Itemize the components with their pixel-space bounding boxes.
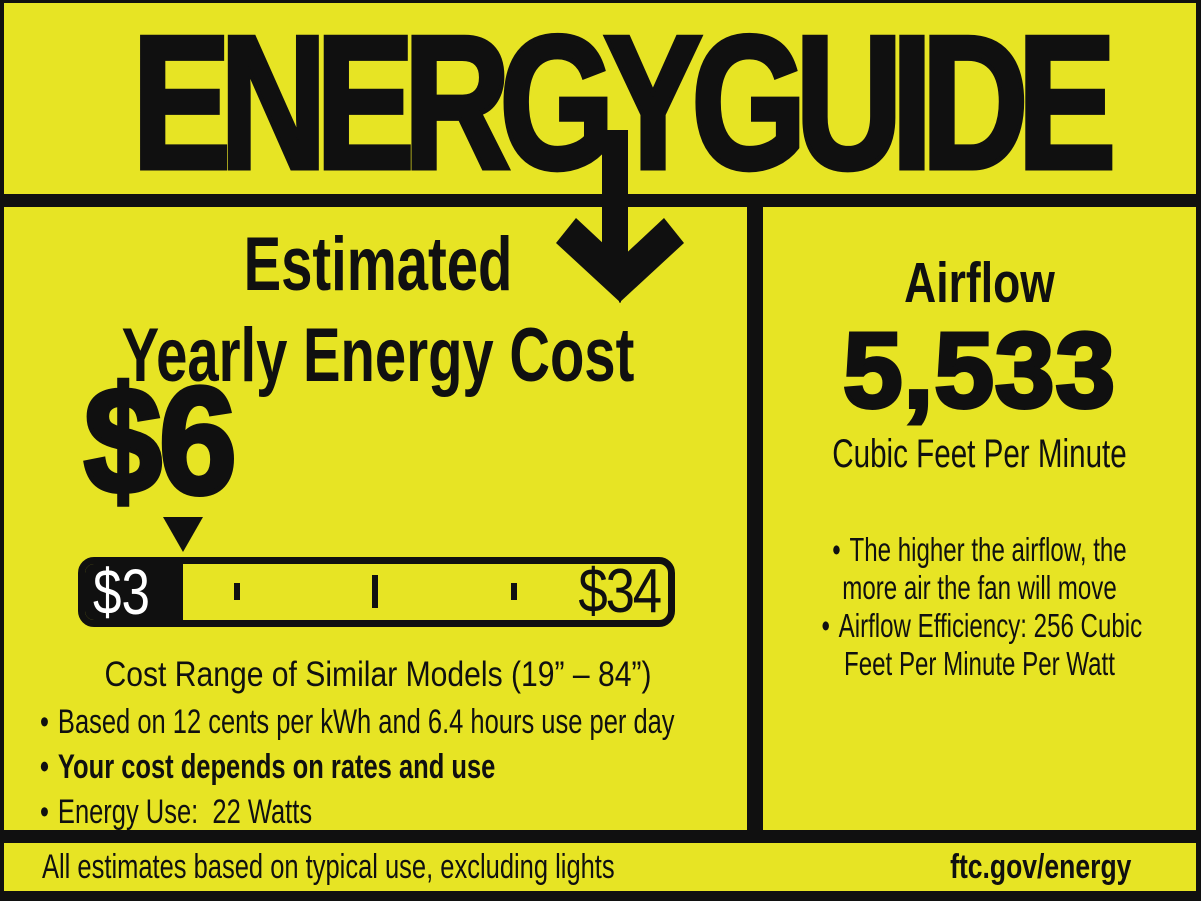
list-item: • The higher the airflow, the more air th… (821, 531, 1137, 607)
estimated-cost-heading: Estimated Yearly Energy Cost (98, 219, 657, 401)
bullet-icon: • (40, 793, 49, 831)
bullet-icon: • (832, 531, 841, 568)
airflow-heading: Airflow (904, 251, 1055, 315)
scale-tick (372, 575, 378, 608)
note-line: Feet Per Minute Per Watt (844, 645, 1115, 682)
list-item: • Based on 12 cents per kWh and 6.4 hours… (40, 700, 675, 745)
scale-tick (511, 583, 517, 600)
bullet-icon: • (40, 748, 49, 786)
note-line: • The higher the airflow, the (821, 531, 1137, 569)
yearly-cost-value: $6 (82, 356, 239, 526)
panel-divider (747, 206, 763, 830)
airflow-value: 5,533 (841, 310, 1117, 430)
list-item: • Airflow Efficiency: 256 Cubic Feet Per … (821, 607, 1142, 683)
header-divider (0, 194, 1201, 207)
note-text: Your cost depends on rates and use (57, 748, 496, 786)
bullet-icon: • (40, 703, 49, 741)
cost-pointer-icon (163, 517, 203, 552)
cost-range-scale: $3 $34 (78, 557, 675, 627)
note-text: Based on 12 cents per kWh and 6.4 hours … (57, 703, 675, 741)
note-text: Airflow Efficiency: 256 Cubic (838, 607, 1143, 644)
cost-range-caption: Cost Range of Similar Models (19” – 84”) (104, 655, 652, 694)
airflow-panel: Airflow 5,533 Cubic Feet Per Minute • The… (763, 206, 1196, 830)
footer: All estimates based on typical use, excl… (0, 843, 1201, 891)
airflow-unit: Cubic Feet Per Minute (832, 432, 1127, 476)
down-arrow-icon (556, 130, 684, 303)
scale-filled-segment: $3 (85, 564, 183, 620)
footer-note: All estimates based on typical use, excl… (42, 847, 615, 886)
cost-notes-list: • Based on 12 cents per kWh and 6.4 hours… (40, 700, 750, 835)
note-text: Energy Use: 22 Watts (57, 793, 313, 831)
list-item: • Your cost depends on rates and use (40, 745, 573, 790)
note-text: The higher the airflow, the (849, 531, 1127, 568)
scale-tick (234, 583, 240, 600)
heading-line-2: Yearly Energy Cost (121, 313, 635, 398)
footer-divider (0, 830, 1201, 843)
note-line: more air the fan will move (842, 569, 1117, 606)
bullet-icon: • (821, 607, 830, 644)
scale-min-label: $3 (93, 557, 150, 627)
scale-max-label: $34 (578, 557, 662, 626)
note-line: • Airflow Efficiency: 256 Cubic (821, 607, 1142, 645)
airflow-notes-list: • The higher the airflow, the more air th… (763, 531, 1196, 683)
list-item: • Energy Use: 22 Watts (40, 790, 573, 835)
heading-line-1: Estimated (243, 222, 513, 307)
ftc-url: ftc.gov/energy (949, 847, 1131, 886)
